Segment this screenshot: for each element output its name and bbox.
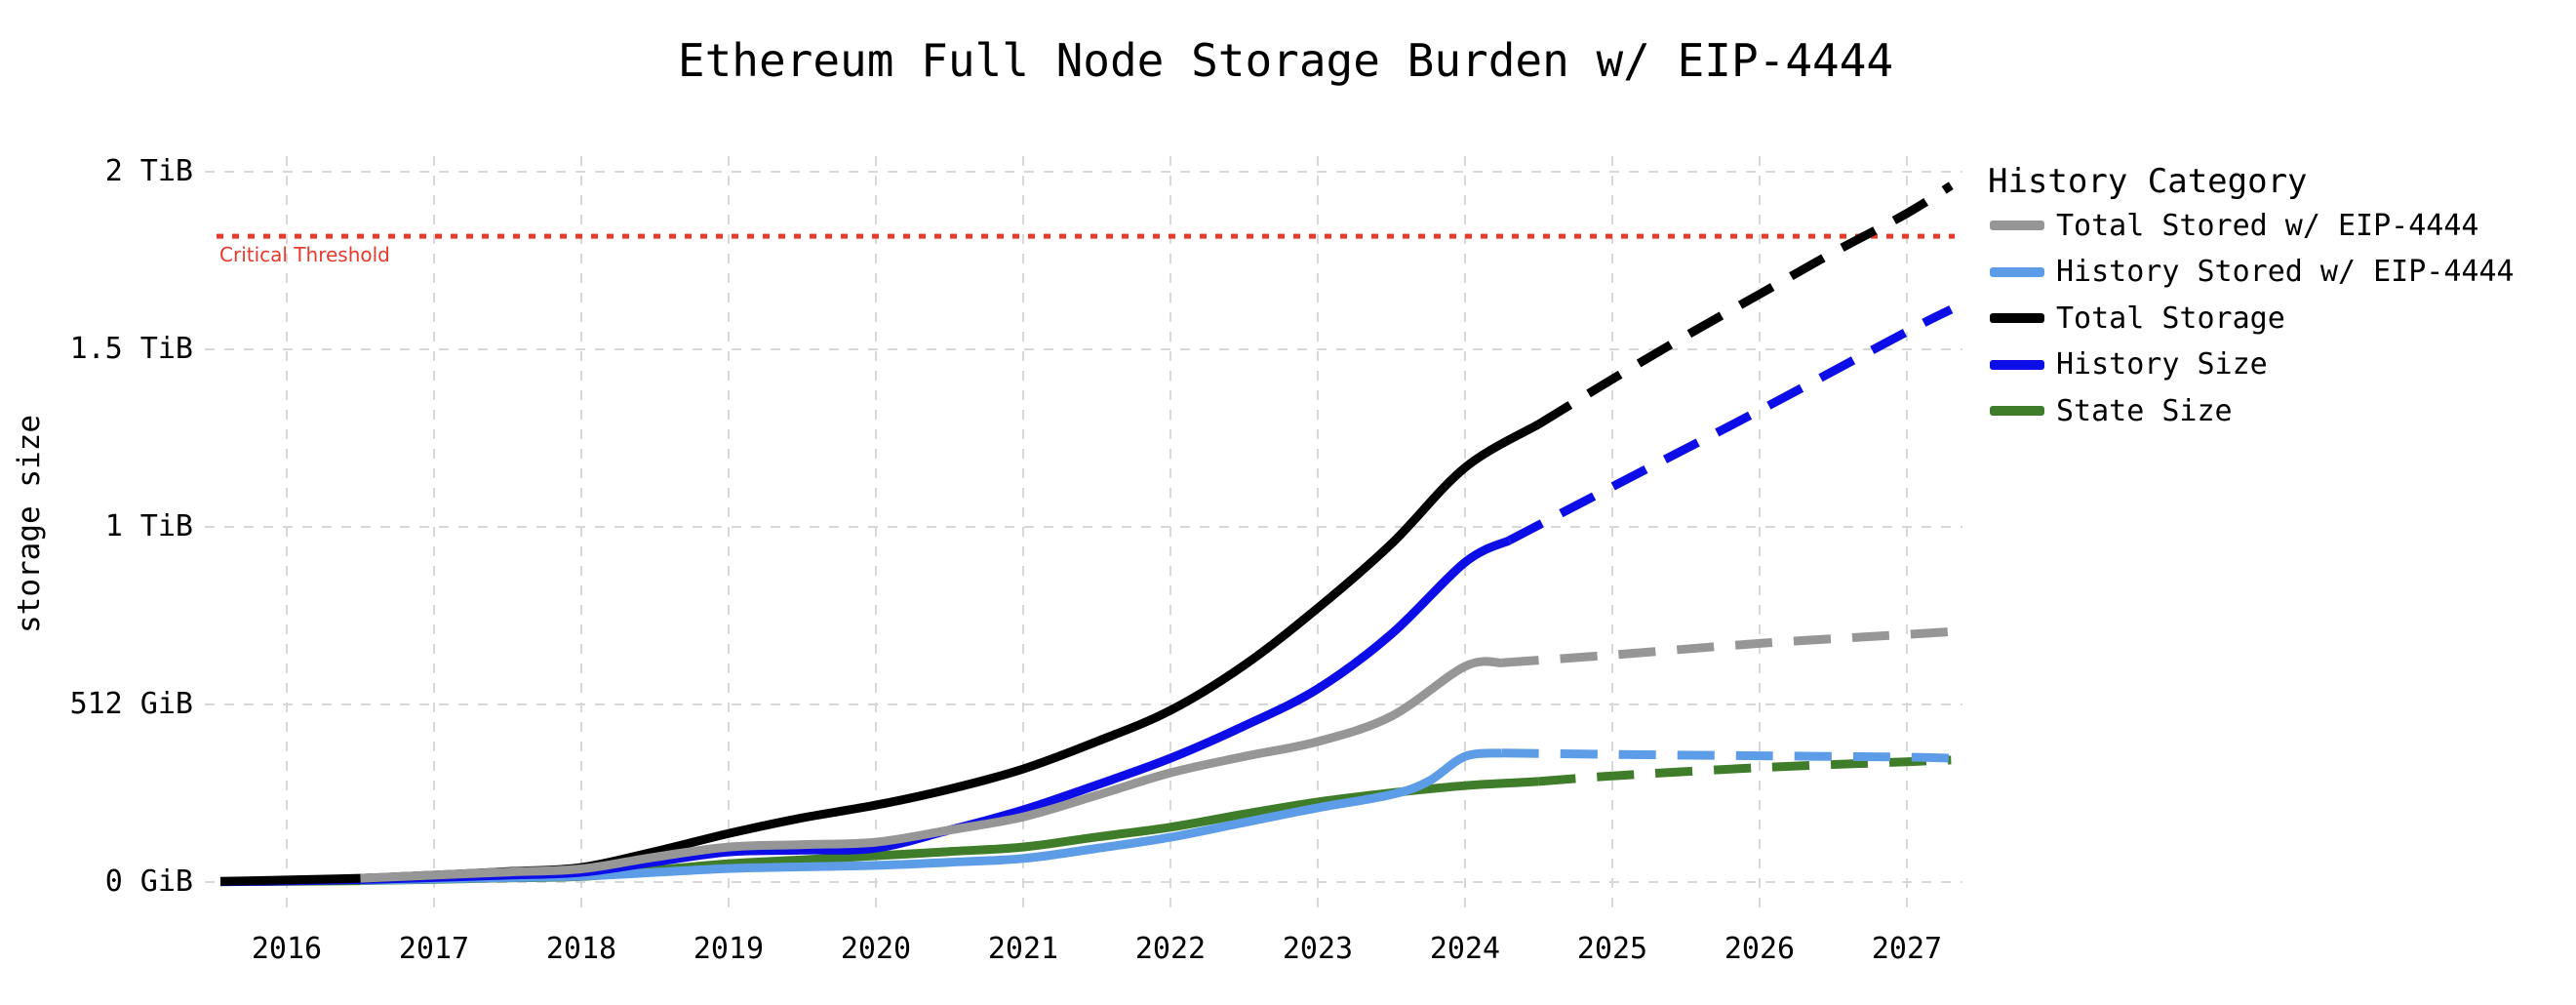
y-tick-label: 1 TiB — [104, 509, 193, 543]
legend-item: State Size — [1990, 393, 2233, 428]
series-line-history-size — [219, 536, 1512, 887]
legend-swatch — [1990, 266, 2044, 277]
legend-swatch — [1990, 359, 2044, 370]
y-tick-label: 0 GiB — [104, 864, 193, 899]
series-projection-state-size — [1538, 755, 1952, 786]
y-tick-label: 2 TiB — [104, 154, 193, 188]
legend-item-label: History Stored w/ EIP-4444 — [2056, 255, 2515, 290]
x-tick-label: 2022 — [1134, 932, 1207, 966]
x-tick-label: 2020 — [840, 932, 912, 966]
legend-item-label: Total Storage — [2056, 301, 2285, 336]
series-projection-total-storage — [1536, 181, 1954, 428]
series-line-total-storage — [219, 420, 1541, 886]
legend-swatch — [1990, 221, 2044, 230]
legend-item-label: State Size — [2056, 393, 2233, 428]
chart-title: Ethereum Full Node Storage Burden w/ EIP… — [677, 34, 1894, 87]
x-tick-label: 2017 — [398, 932, 470, 966]
legend-swatch — [1990, 313, 2044, 324]
x-tick-label: 2025 — [1576, 932, 1648, 966]
legend-item: Total Stored w/ EIP-4444 — [1990, 208, 2479, 243]
threshold-label: Critical Threshold — [219, 243, 390, 266]
series-projection-history-size — [1507, 305, 1954, 544]
x-tick-label: 2024 — [1429, 932, 1501, 966]
legend-swatch — [1990, 406, 2044, 417]
x-tick-label: 2021 — [987, 932, 1059, 966]
legend-item-label: Total Stored w/ EIP-4444 — [2056, 208, 2479, 243]
legend-item: History Size — [1990, 347, 2268, 382]
x-tick-label: 2027 — [1871, 932, 1943, 966]
series-projection-history-stored-w-eip-4444 — [1501, 748, 1952, 763]
x-tick-label: 2026 — [1724, 932, 1796, 966]
x-tick-label: 2019 — [693, 932, 765, 966]
y-tick-label: 1.5 TiB — [69, 332, 193, 366]
series-line-total-stored-w-eip-4444 — [360, 657, 1503, 883]
legend-item-label: History Size — [2056, 347, 2268, 382]
y-tick-label: 512 GiB — [69, 687, 193, 721]
x-tick-label: 2018 — [545, 932, 617, 966]
series-projection-total-stored-w-eip-4444 — [1501, 626, 1952, 667]
legend-item: History Stored w/ EIP-4444 — [1990, 255, 2515, 290]
x-tick-label: 2023 — [1282, 932, 1354, 966]
legend-item: Total Storage — [1990, 301, 2285, 336]
legend-title: History Category — [1988, 162, 2308, 201]
x-tick-label: 2016 — [251, 932, 323, 966]
series-line-history-stored-w-eip-4444 — [360, 748, 1503, 885]
